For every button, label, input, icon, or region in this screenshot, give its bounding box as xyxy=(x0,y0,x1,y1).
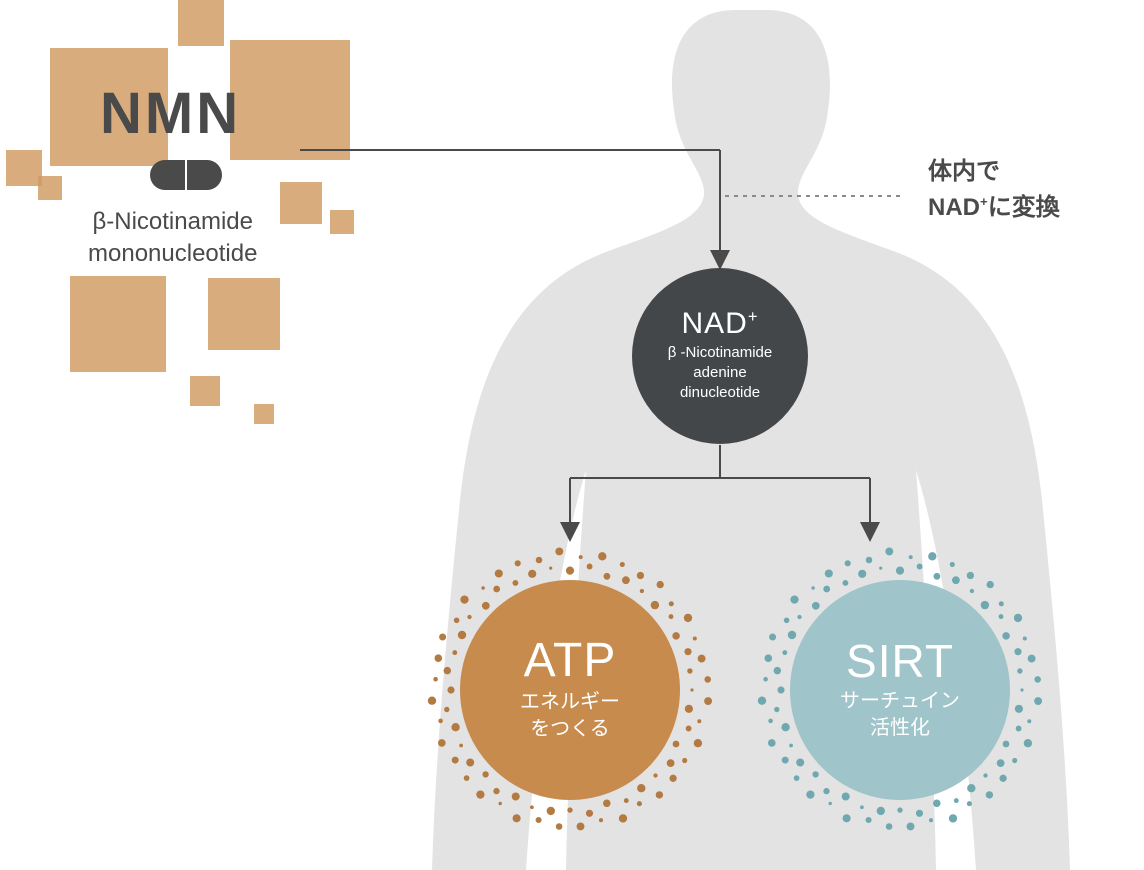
nad-sub-line: adenine xyxy=(668,363,773,383)
nad-circle: NAD+ β -Nicotinamideadeninedinucleotide xyxy=(632,268,808,444)
sirt-sub-line: 活性化 xyxy=(840,715,960,742)
sirt-subtitle: サーチュイン活性化 xyxy=(840,688,960,742)
nad-subtitle: β -Nicotinamideadeninedinucleotide xyxy=(668,343,773,404)
atp-subtitle: エネルギーをつくる xyxy=(520,689,620,743)
atp-sub-line: エネルギー xyxy=(520,689,620,716)
atp-circle: ATP エネルギーをつくる xyxy=(460,580,680,800)
nad-sub-line: dinucleotide xyxy=(668,383,773,403)
sirt-sub-line: サーチュイン xyxy=(840,688,960,715)
sirt-circle: SIRT サーチュイン活性化 xyxy=(790,580,1010,800)
nad-title: NAD+ xyxy=(682,309,759,339)
sirt-title: SIRT xyxy=(846,638,954,684)
atp-title: ATP xyxy=(524,637,617,685)
atp-sub-line: をつくる xyxy=(520,716,620,743)
nad-sub-line: β -Nicotinamide xyxy=(668,343,773,363)
